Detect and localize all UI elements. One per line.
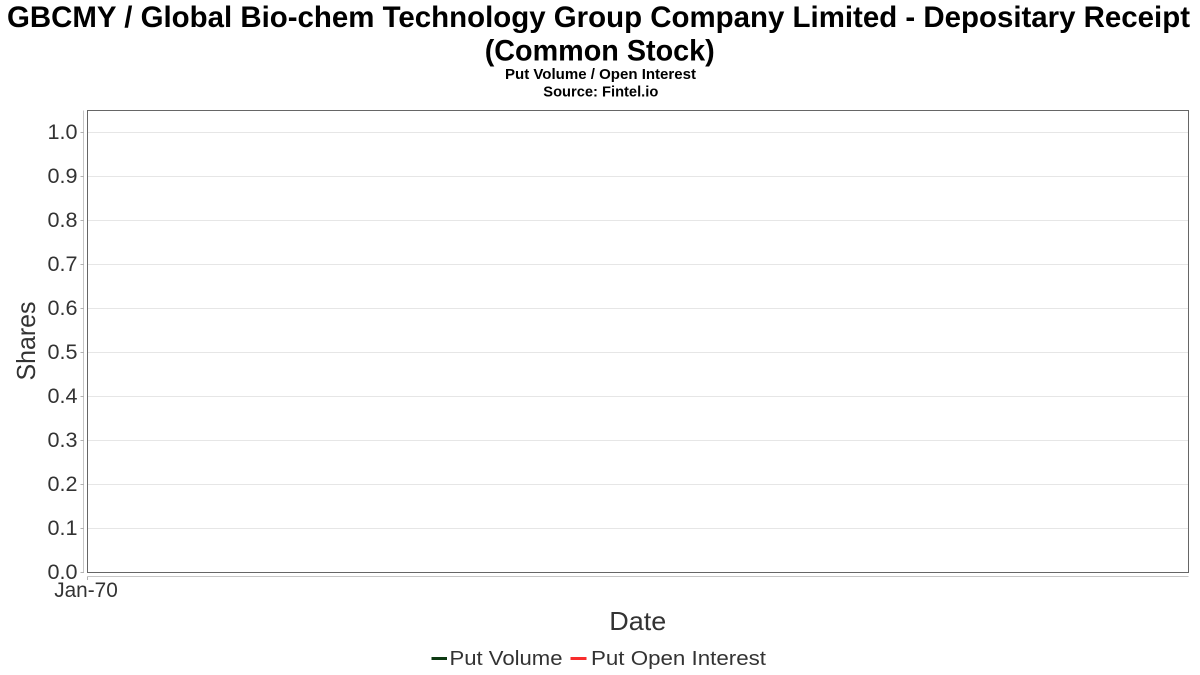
svg-text:Put Open Interest: Put Open Interest (591, 648, 766, 670)
svg-text:0.1: 0.1 (48, 517, 78, 540)
svg-text:0.9: 0.9 (48, 165, 78, 188)
svg-text:Jan-70: Jan-70 (54, 579, 118, 602)
svg-text:0.8: 0.8 (48, 209, 78, 232)
svg-text:0.4: 0.4 (48, 385, 78, 408)
svg-text:1.0: 1.0 (48, 121, 78, 144)
svg-text:Shares: Shares (11, 302, 41, 381)
svg-text:Put Volume / Open Interest: Put Volume / Open Interest (505, 66, 696, 83)
svg-text:(Common Stock): (Common Stock) (485, 35, 715, 68)
svg-text:Source: Fintel.io: Source: Fintel.io (543, 84, 658, 101)
svg-text:0.2: 0.2 (48, 473, 78, 496)
svg-text:Date: Date (609, 606, 666, 636)
svg-text:0.0: 0.0 (48, 561, 78, 584)
svg-text:0.5: 0.5 (48, 341, 78, 364)
svg-text:0.3: 0.3 (48, 429, 78, 452)
svg-text:0.6: 0.6 (48, 297, 78, 320)
svg-text:Put Volume: Put Volume (450, 648, 563, 670)
svg-text:GBCMY / Global Bio-chem Techno: GBCMY / Global Bio-chem Technology Group… (7, 1, 1190, 34)
svg-text:0.7: 0.7 (48, 253, 78, 276)
